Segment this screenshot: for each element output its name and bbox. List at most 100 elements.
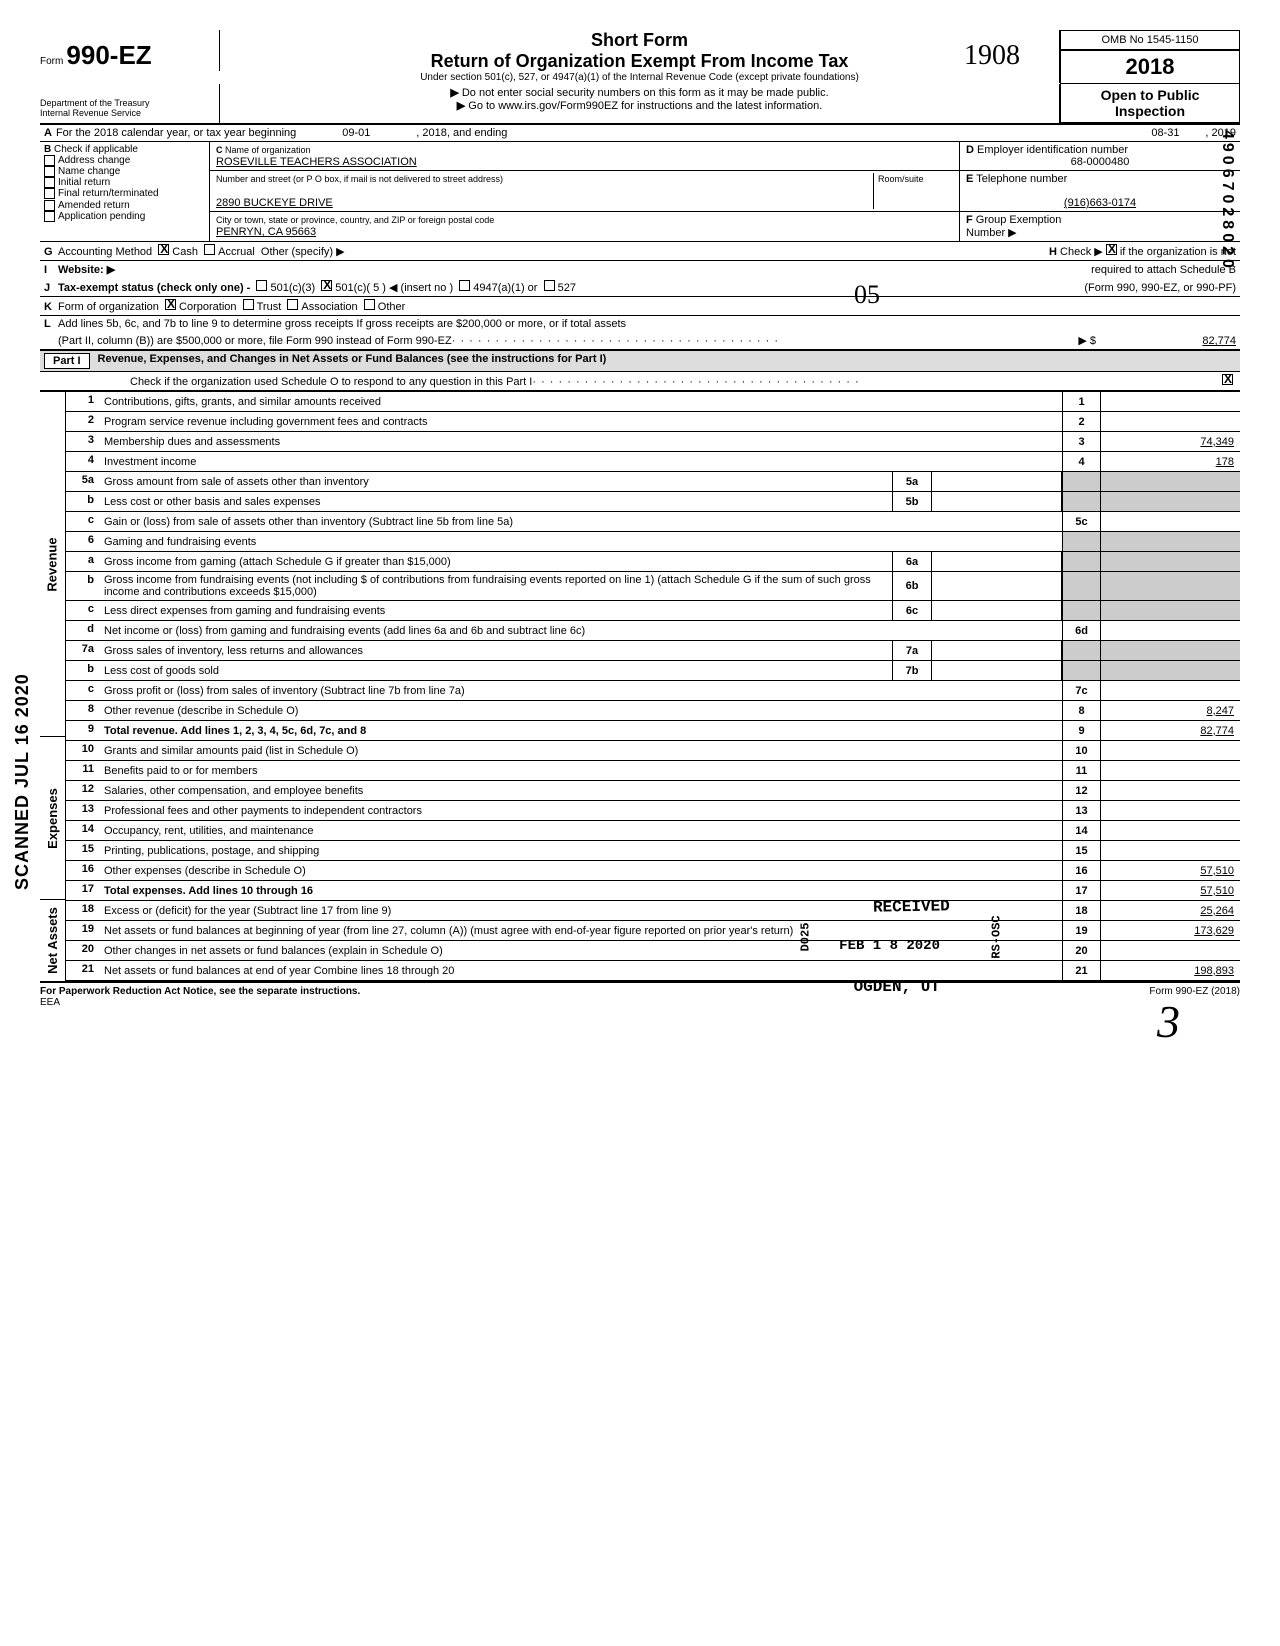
right-num: 13 (1062, 801, 1100, 820)
right-num: 10 (1062, 741, 1100, 760)
cb-corp[interactable] (165, 299, 176, 310)
opt-name: Name change (58, 166, 120, 177)
right-val-shaded (1100, 532, 1240, 551)
right-num: 6d (1062, 621, 1100, 640)
right-val (1100, 412, 1240, 431)
cb-4947[interactable] (459, 280, 470, 291)
line-desc: Less direct expenses from gaming and fun… (100, 601, 892, 620)
omb-number: OMB No 1545-1150 (1060, 30, 1240, 50)
line-num: a (66, 552, 100, 571)
line-19: 19Net assets or fund balances at beginni… (66, 921, 1240, 941)
cb-initial[interactable] (44, 177, 55, 188)
form-org: Form of organization (58, 301, 159, 313)
line-num: 5a (66, 472, 100, 491)
right-num: 15 (1062, 841, 1100, 860)
handwritten-3: 3 (1157, 995, 1180, 1048)
part1-label: Part I (44, 353, 90, 369)
line-k: K Form of organization Corporation Trust… (40, 297, 1240, 316)
city: PENRYN, CA 95663 (216, 226, 316, 238)
right-num: 12 (1062, 781, 1100, 800)
line-a-mid: , 2018, and ending (416, 127, 507, 139)
line-num: 13 (66, 801, 100, 820)
right-num: 4 (1062, 452, 1100, 471)
part1-header: Part I Revenue, Expenses, and Changes in… (40, 350, 1240, 372)
line-num: 2 (66, 412, 100, 431)
cb-527[interactable] (544, 280, 555, 291)
inspection: Inspection (1061, 103, 1239, 119)
line-8: 8Other revenue (describe in Schedule O)8… (66, 701, 1240, 721)
line-desc: Professional fees and other payments to … (100, 801, 1062, 820)
street: 2890 BUCKEYE DRIVE (216, 197, 333, 209)
ein-label: Employer identification number (977, 144, 1128, 156)
cb-501c[interactable] (321, 280, 332, 291)
line-num: 12 (66, 781, 100, 800)
mid-val (932, 552, 1062, 571)
right-val: 25,264 (1100, 901, 1240, 920)
cb-assoc[interactable] (287, 299, 298, 310)
cb-501c3[interactable] (256, 280, 267, 291)
label-g: G (44, 246, 58, 258)
cb-h[interactable] (1106, 244, 1117, 255)
cb-final[interactable] (44, 188, 55, 199)
title-box: Short Form Return of Organization Exempt… (220, 30, 1060, 83)
line-desc: Gross income from fundraising events (no… (100, 572, 892, 600)
right-num-shaded (1062, 532, 1100, 551)
col-def: D Employer identification number 68-0000… (960, 142, 1240, 241)
cb-schedule-o[interactable] (1222, 374, 1233, 385)
right-val (1100, 781, 1240, 800)
line-num: 6 (66, 532, 100, 551)
right-val: 57,510 (1100, 861, 1240, 880)
website: Website: ▶ (58, 263, 115, 276)
accrual: Accrual (218, 246, 255, 258)
part1-check: Check if the organization used Schedule … (40, 372, 1240, 391)
city-label: City or town, state or province, country… (216, 215, 494, 225)
phone: (916)663-0174 (966, 197, 1234, 209)
line-g-h: G Accounting Method Cash Accrual Other (… (40, 242, 1240, 261)
form-number-box: Form 990-EZ (40, 30, 220, 71)
line-desc: Gaming and fundraising events (100, 532, 1062, 551)
mid-num: 5a (892, 472, 932, 491)
line-num: c (66, 601, 100, 620)
line-desc: Total revenue. Add lines 1, 2, 3, 4, 5c,… (100, 721, 1062, 740)
cb-amended[interactable] (44, 200, 55, 211)
cb-pending[interactable] (44, 211, 55, 222)
stamp-scanned: SCANNED JUL 16 2020 (12, 673, 33, 890)
phone-label: Telephone number (976, 173, 1067, 185)
mid-val (932, 661, 1062, 680)
mid-val (932, 641, 1062, 660)
h-check: Check ▶ (1060, 245, 1103, 258)
line-num: 15 (66, 841, 100, 860)
cb-trust[interactable] (243, 299, 254, 310)
opt-address: Address change (58, 155, 130, 166)
line-desc: Net income or (loss) from gaming and fun… (100, 621, 1062, 640)
right-val (1100, 392, 1240, 411)
group-exempt: Group Exemption (976, 214, 1062, 226)
501c3: 501(c)(3) (270, 282, 315, 294)
line-9: 9Total revenue. Add lines 1, 2, 3, 4, 5c… (66, 721, 1240, 741)
mid-num: 6a (892, 552, 932, 571)
other-specify: Other (specify) ▶ (261, 245, 345, 258)
cb-other[interactable] (364, 299, 375, 310)
form-990ez: 1908 49067028020 Form 990-EZ Short Form … (40, 30, 1240, 1008)
cb-accrual[interactable] (204, 244, 215, 255)
cb-address-change[interactable] (44, 155, 55, 166)
opt-pending: Application pending (58, 211, 145, 222)
dept-treasury: Department of the Treasury Internal Reve… (40, 84, 220, 123)
label-expenses: Expenses (45, 788, 60, 849)
l-text1: Add lines 5b, 6c, and 7b to line 9 to de… (58, 318, 626, 330)
line-14: 14Occupancy, rent, utilities, and mainte… (66, 821, 1240, 841)
line-num: 10 (66, 741, 100, 760)
line-5a: 5aGross amount from sale of assets other… (66, 472, 1240, 492)
right-num-shaded (1062, 492, 1100, 511)
stamp-d025: D025 (799, 923, 813, 952)
cb-cash[interactable] (158, 244, 169, 255)
cb-name-change[interactable] (44, 166, 55, 177)
line-desc: Gain or (loss) from sale of assets other… (100, 512, 1062, 531)
assoc: Association (301, 301, 357, 313)
line-1: 1Contributions, gifts, grants, and simil… (66, 392, 1240, 412)
line-desc: Gross profit or (loss) from sales of inv… (100, 681, 1062, 700)
right-val-shaded (1100, 492, 1240, 511)
col-b: B Check if applicable Address change Nam… (40, 142, 210, 241)
label-f: F (966, 214, 973, 226)
right-val-shaded (1100, 661, 1240, 680)
